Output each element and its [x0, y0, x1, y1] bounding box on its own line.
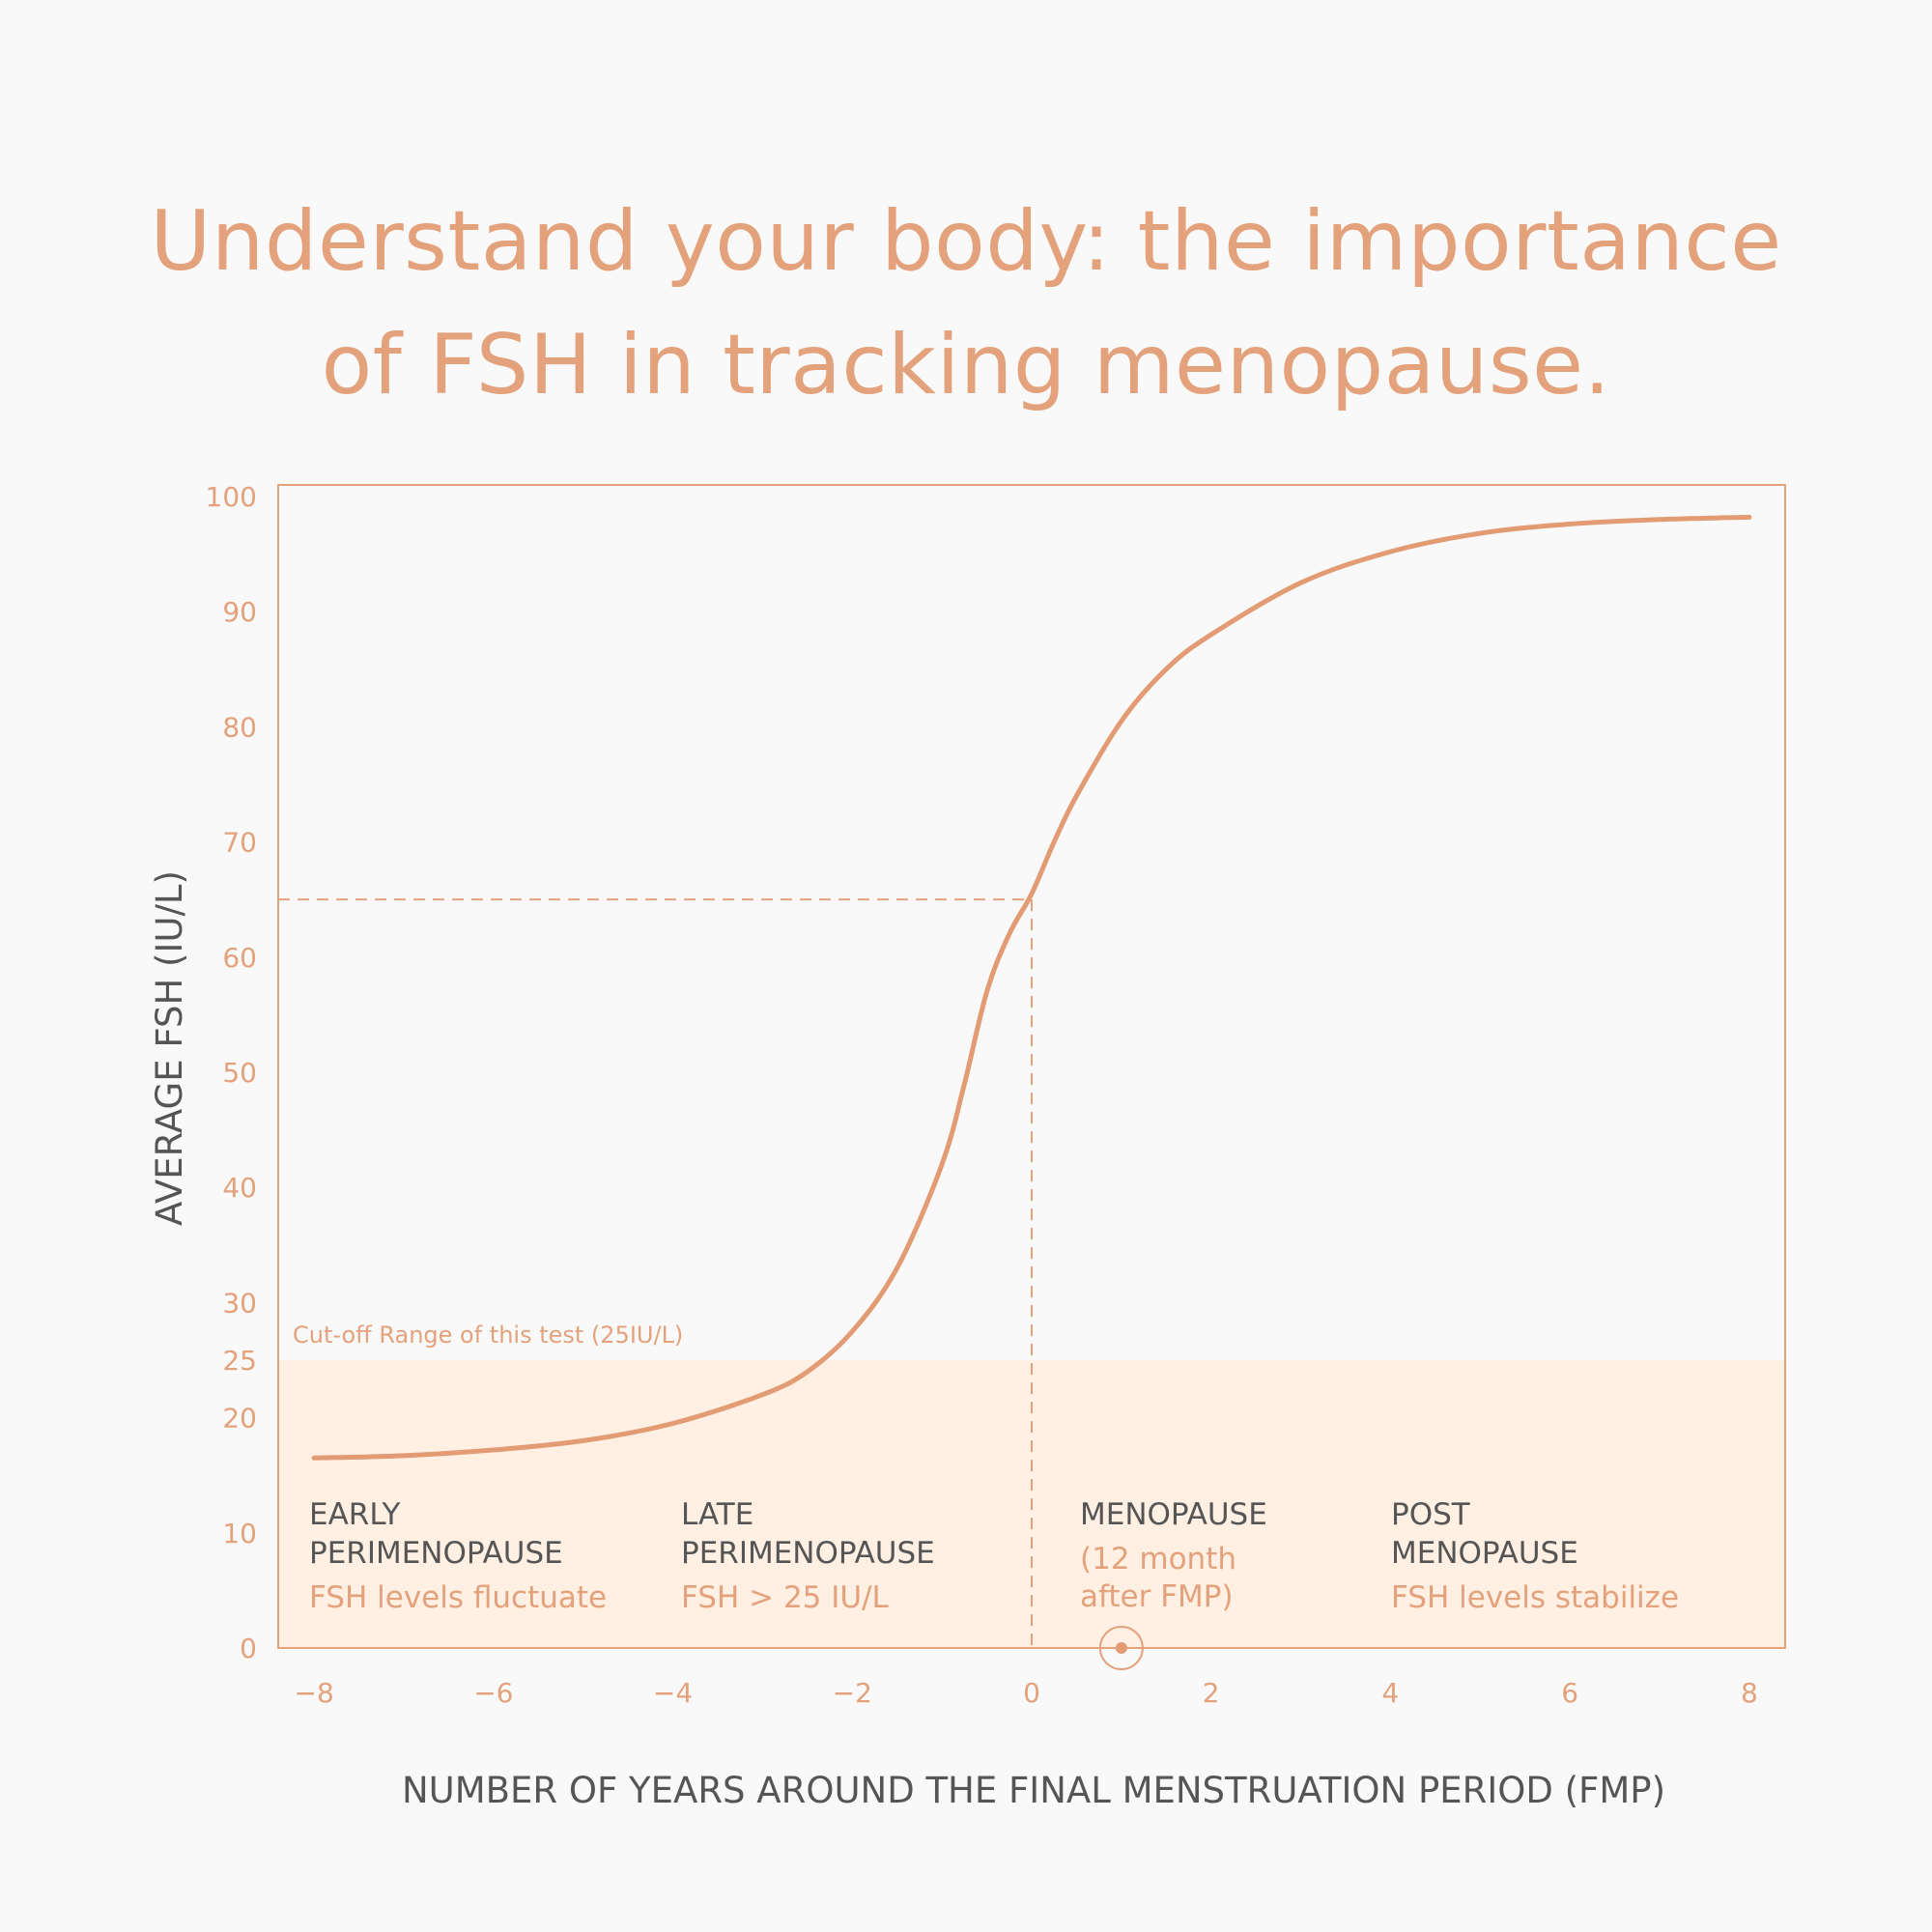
y-tick-label: 10: [222, 1518, 257, 1549]
page-title: Understand your body: the importance of …: [0, 180, 1932, 427]
x-tick-label: 0: [1023, 1677, 1040, 1709]
phase-description: FSH levels fluctuate: [309, 1580, 607, 1615]
y-tick-label: 100: [206, 481, 257, 513]
fmp-marker-ring: [1098, 1626, 1144, 1670]
phase-description: after FMP): [1080, 1579, 1234, 1614]
x-tick-label: 4: [1382, 1677, 1400, 1709]
x-tick-label: −2: [833, 1677, 872, 1709]
y-tick-label: 80: [222, 711, 257, 743]
x-tick-label: −8: [295, 1677, 334, 1709]
x-tick-label: 6: [1561, 1677, 1578, 1709]
phase-name: PERIMENOPAUSE: [309, 1536, 563, 1571]
x-tick-label: 8: [1741, 1677, 1758, 1709]
phase-description: (12 month: [1080, 1542, 1236, 1577]
phase-name: MENOPAUSE: [1080, 1497, 1267, 1532]
phase-name: PERIMENOPAUSE: [681, 1536, 935, 1571]
x-tick-label: −4: [653, 1677, 693, 1709]
y-tick-label: 50: [222, 1057, 257, 1089]
phase-labels: EARLY PERIMENOPAUSE FSH levels fluctuate LA…: [309, 1497, 1679, 1615]
title-line-2: of FSH in tracking menopause.: [321, 316, 1611, 413]
phase-description: FSH > 25 IU/L: [681, 1580, 890, 1615]
y-tick-label: 20: [222, 1403, 257, 1435]
plot-frame: [277, 484, 1786, 1649]
y-tick-label: 90: [222, 596, 257, 628]
phase-name: POST: [1391, 1497, 1471, 1532]
x-axis-ticks: −8 −6 −4 −2 0 2 4 6 8: [295, 1677, 1758, 1709]
y-tick-label: 70: [222, 827, 257, 859]
x-axis-title: NUMBER OF YEARS AROUND THE FINAL MENSTRU…: [402, 1770, 1665, 1811]
y-axis-ticks: 0 10 20 25 30 40 50 60 70 80 90 100: [206, 481, 257, 1664]
phase-description: FSH levels stabilize: [1391, 1580, 1679, 1615]
x-tick-label: −6: [473, 1677, 513, 1709]
x-tick-label: 2: [1203, 1677, 1220, 1709]
y-tick-label: 60: [222, 942, 257, 974]
title-line-1: Understand your body: the importance: [150, 192, 1782, 290]
phase-name: MENOPAUSE: [1391, 1536, 1578, 1571]
cutoff-label: Cut-off Range of this test (25IU/L): [293, 1321, 683, 1349]
y-axis-title: AVERAGE FSH (IU/L): [149, 870, 190, 1226]
phase-name: LATE: [681, 1497, 753, 1532]
y-tick-label: 40: [222, 1172, 257, 1204]
phase-label: EARLY PERIMENOPAUSE FSH levels fluctuate: [309, 1497, 607, 1615]
y-tick-label: 0: [240, 1633, 257, 1664]
fmp-marker-dot: [1115, 1642, 1127, 1654]
phase-name: EARLY: [309, 1497, 400, 1532]
y-tick-label: 25: [222, 1345, 257, 1377]
fsh-curve: [311, 514, 1752, 1461]
phase-label: LATE PERIMENOPAUSE FSH > 25 IU/L: [681, 1497, 935, 1615]
y-tick-label: 30: [222, 1287, 257, 1319]
phase-label: POST MENOPAUSE FSH levels stabilize: [1391, 1497, 1679, 1615]
